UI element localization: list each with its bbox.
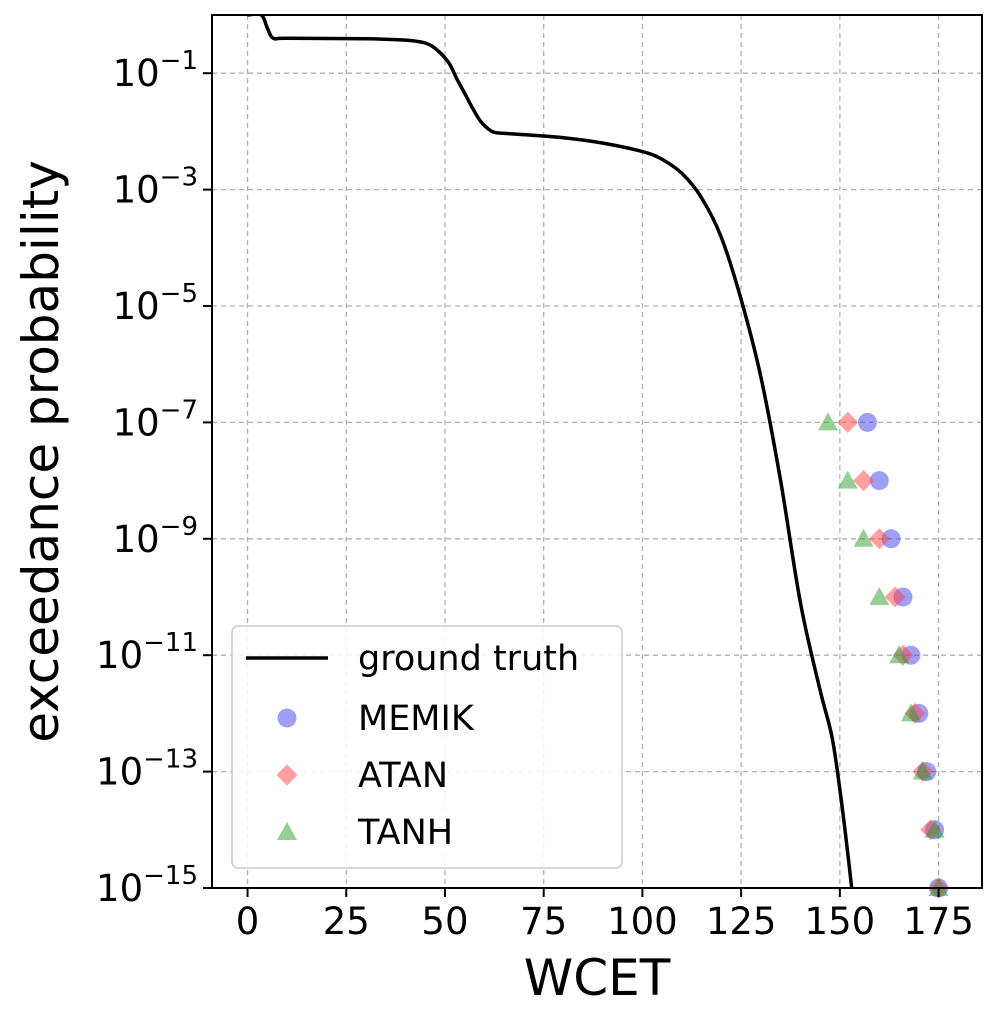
legend-box <box>231 625 623 869</box>
x-tick-label: 75 <box>520 900 567 943</box>
x-tick-label: 150 <box>805 900 876 943</box>
marker-tanh <box>924 819 945 838</box>
markers <box>818 411 950 899</box>
y-tick-label: 10−11 <box>96 628 198 677</box>
marker-memik <box>857 412 877 432</box>
x-tick-label: 100 <box>607 900 678 943</box>
x-tick-label: 0 <box>236 900 260 943</box>
marker-atan <box>837 411 859 433</box>
marker-atan <box>884 586 906 608</box>
marker-atan <box>868 528 890 550</box>
y-tick-label: 10−3 <box>113 163 198 212</box>
y-tick-label: 10−7 <box>113 395 198 444</box>
ground-truth-line <box>247 15 854 888</box>
y-tick-label: 10−15 <box>96 861 198 910</box>
legend-marker-tanh <box>277 822 297 840</box>
marker-tanh <box>889 645 910 664</box>
marker-tanh <box>837 470 858 489</box>
y-tick-label: 10−13 <box>96 745 198 794</box>
legend-marker-atan <box>276 764 298 786</box>
marker-tanh <box>900 703 921 722</box>
marker-memik <box>869 471 889 491</box>
y-tick-label: 10−5 <box>113 279 198 328</box>
legend: ground truth MEMIK ATAN TANH <box>231 625 623 869</box>
plot-frame <box>211 14 983 889</box>
y-tick-label: 10−9 <box>113 512 198 561</box>
x-tick-label: 25 <box>323 900 370 943</box>
marker-atan <box>853 470 875 492</box>
ground-truth-layer <box>247 15 854 888</box>
legend-label-atan: ATAN <box>358 756 448 796</box>
marker-tanh <box>818 412 838 431</box>
legend-label-memik: MEMIK <box>358 699 475 739</box>
x-axis-label: WCET <box>524 949 671 1007</box>
legend-label-ground-truth: ground truth <box>358 639 579 679</box>
x-tick-label: 50 <box>421 900 468 943</box>
x-tick-label: 125 <box>706 900 777 943</box>
marker-memik <box>881 529 901 549</box>
marker-tanh <box>869 587 890 605</box>
marker-tanh <box>912 761 933 780</box>
y-axis-label: exceedance probability <box>12 160 70 743</box>
marker-tanh <box>853 528 874 547</box>
x-tick-label: 175 <box>903 900 974 943</box>
ticks: 0 25 50 75 100 125 150 175 10−1 10−3 10−5 10−7 10−9 1… <box>96 46 974 943</box>
legend-label-tanh: TANH <box>357 813 453 853</box>
legend-marker-memik <box>277 708 297 728</box>
y-tick-label: 10−1 <box>113 46 198 95</box>
